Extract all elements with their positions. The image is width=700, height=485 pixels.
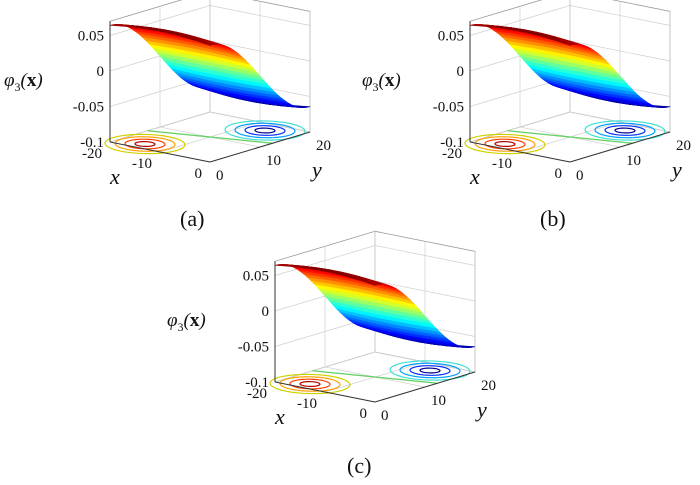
- y-tick-label: 10: [266, 153, 281, 169]
- x-axis-line: [469, 141, 571, 163]
- surface-plot-b-svg: 0.05 0 -0.05 -0.1 0 -10 -20 0 10 20 x y: [433, 0, 691, 189]
- surface-plot-c: 0.05 0 -0.05 -0.1 0 -10 -20 0 10 20 x y φ3(x) (c): [165, 230, 505, 485]
- x-axis-line: [109, 141, 211, 163]
- axes-box: [109, 0, 311, 163]
- contour-line: [419, 367, 441, 374]
- z-tick-label: 0.05: [78, 29, 104, 45]
- floor-contours: [104, 120, 306, 155]
- y-tick-label: 20: [676, 138, 691, 154]
- surface-patch: [368, 282, 380, 286]
- z-tick-label: 0: [457, 64, 465, 80]
- zlabel-c: φ3(x): [167, 310, 206, 334]
- surface-plot-b: 0.05 0 -0.05 -0.1 0 -10 -20 0 10 20 x y φ3(x) (b): [360, 0, 700, 240]
- z-tick-label: 0.05: [243, 269, 269, 285]
- surface-patch: [563, 42, 575, 46]
- y-tick-label: 0: [576, 168, 584, 184]
- contour-line: [114, 136, 176, 152]
- contour-line: [604, 125, 646, 136]
- y-axis-label: y: [670, 157, 682, 182]
- z-tick-label: -0.05: [238, 340, 269, 356]
- y-axis-line: [209, 131, 311, 163]
- contour-line: [474, 136, 536, 152]
- surface: [469, 23, 671, 109]
- x-axis-label: x: [274, 404, 285, 429]
- surface-patch: [203, 42, 215, 46]
- z-tick-label: 0.05: [438, 29, 464, 45]
- x-tick-label: -10: [297, 396, 317, 412]
- front-axes: [469, 21, 671, 163]
- contour-line: [147, 130, 273, 144]
- y-axis-line: [569, 131, 671, 163]
- y-tick-label: 10: [626, 153, 641, 169]
- z-tick-label: -0.05: [73, 100, 104, 116]
- grid-line: [209, 0, 311, 133]
- axes-box: [274, 230, 476, 403]
- front-axes: [109, 21, 311, 163]
- contour-line: [289, 378, 331, 390]
- caption-c: (c): [347, 453, 372, 478]
- y-tick-label: 10: [431, 393, 446, 409]
- contour-line: [224, 120, 306, 141]
- contour-line: [134, 140, 156, 148]
- grid-line: [569, 0, 671, 133]
- z-tick-label: -0.05: [433, 100, 464, 116]
- contour-line: [399, 362, 461, 379]
- surface: [109, 23, 311, 109]
- y-axis-label: y: [310, 157, 322, 182]
- y-axis-label: y: [475, 397, 487, 422]
- x-tick-label: 0: [195, 166, 203, 182]
- caption-a: (a): [180, 206, 205, 231]
- contour-line: [614, 127, 636, 134]
- surface-plot-c-svg: 0.05 0 -0.05 -0.1 0 -10 -20 0 10 20 x y: [238, 230, 496, 429]
- y-tick-label: 0: [381, 408, 389, 424]
- x-tick-label: -10: [132, 156, 152, 172]
- contour-line: [464, 133, 546, 155]
- contour-line: [409, 365, 451, 376]
- contour-line: [389, 360, 471, 381]
- surface: [274, 263, 476, 349]
- contour-line: [507, 130, 633, 144]
- x-tick-label: -20: [247, 386, 267, 402]
- surface-plot-a: 0.05 0 -0.05 -0.1 0 -10 -20 0 10 20 x y φ3(x) (a): [0, 0, 340, 240]
- contour-line: [312, 370, 438, 384]
- floor-contours: [269, 360, 471, 395]
- contour-line: [279, 376, 341, 392]
- x-axis-line: [274, 381, 376, 403]
- contour-line: [494, 140, 516, 148]
- contour-line: [104, 133, 186, 155]
- contour-line: [269, 373, 351, 395]
- contour-line: [124, 138, 166, 150]
- front-axes: [274, 261, 476, 403]
- x-axis-label: x: [469, 164, 480, 189]
- x-tick-label: 0: [555, 166, 563, 182]
- x-tick-label: -10: [492, 156, 512, 172]
- zlabel-b: φ3(x): [362, 70, 401, 94]
- contour-line: [234, 122, 296, 139]
- grid-line: [374, 231, 476, 373]
- y-tick-label: 20: [316, 138, 331, 154]
- contour-line: [484, 138, 526, 150]
- floor-contours: [464, 120, 666, 155]
- contour-line: [244, 125, 286, 136]
- contour-line: [299, 380, 321, 388]
- surface-plot-a-svg: 0.05 0 -0.05 -0.1 0 -10 -20 0 10 20 x y: [73, 0, 331, 189]
- x-axis-label: x: [109, 164, 120, 189]
- contour-line: [254, 127, 276, 134]
- x-tick-label: 0: [360, 406, 368, 422]
- caption-b: (b): [540, 206, 566, 231]
- z-tick-label: 0: [97, 64, 105, 80]
- contour-line: [594, 122, 656, 139]
- zlabel-a: φ3(x): [4, 70, 43, 94]
- z-tick-label: -0.1: [245, 375, 269, 391]
- contour-line: [584, 120, 666, 141]
- y-tick-label: 20: [481, 378, 496, 394]
- y-axis-line: [374, 371, 476, 403]
- z-tick-label: 0: [262, 304, 270, 320]
- y-tick-label: 0: [216, 168, 224, 184]
- z-tick-label: -0.1: [440, 135, 464, 151]
- z-tick-label: -0.1: [80, 135, 104, 151]
- x-tick-label: -20: [82, 146, 102, 162]
- x-tick-label: -20: [442, 146, 462, 162]
